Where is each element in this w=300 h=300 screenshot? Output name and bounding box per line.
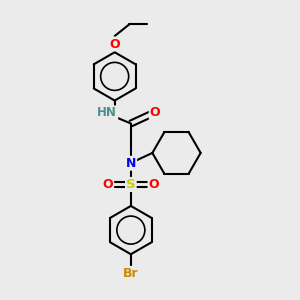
Text: Br: Br — [123, 267, 139, 280]
Text: O: O — [110, 38, 120, 50]
Text: O: O — [150, 106, 160, 119]
Text: HN: HN — [98, 106, 117, 119]
Text: N: N — [126, 157, 136, 170]
Text: S: S — [126, 178, 136, 191]
Text: O: O — [148, 178, 159, 191]
Text: O: O — [103, 178, 113, 191]
